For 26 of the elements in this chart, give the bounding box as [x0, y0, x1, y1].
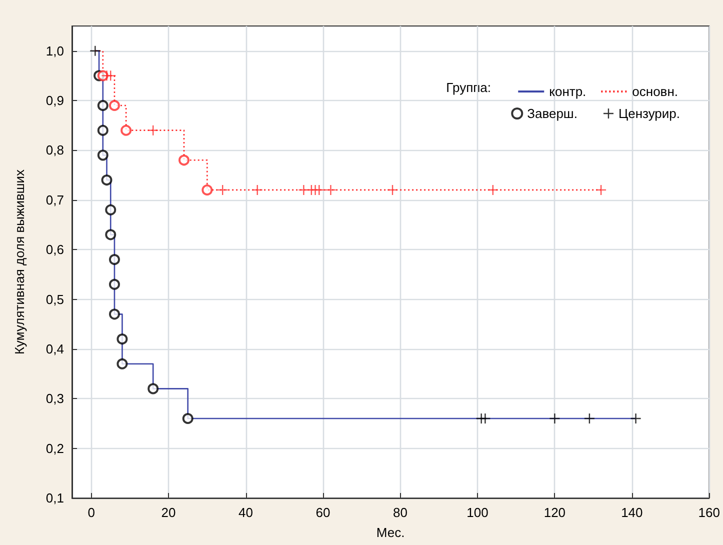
y-tick-label: 0,1 — [46, 490, 64, 506]
y-tick-label: 1,0 — [46, 43, 64, 58]
y-tick-label: 0,4 — [46, 341, 64, 356]
y-tick-label: 0,5 — [46, 292, 64, 307]
y-axis-title: Кумулятивная доля выживших — [12, 168, 27, 355]
y-tick-label: 0,2 — [46, 440, 64, 456]
x-tick-label: 60 — [316, 505, 330, 520]
y-tick-label: 0,6 — [46, 242, 64, 258]
x-tick-label: 0 — [88, 505, 95, 520]
legend-label: Заверш. — [527, 106, 578, 121]
x-axis-title: Мес. — [376, 525, 405, 540]
legend-label: контр. — [549, 84, 586, 99]
x-tick-label: 160 — [698, 505, 720, 520]
x-tick-label: 40 — [238, 505, 254, 520]
legend-label: основн. — [632, 84, 678, 99]
legend-label: Цензурир. — [618, 106, 680, 121]
y-tick-label: 0,7 — [46, 192, 64, 208]
y-tick-label: 0,8 — [46, 142, 64, 158]
x-tick-label: 120 — [544, 505, 566, 520]
y-tick-label: 0,9 — [46, 93, 64, 108]
legend-title: Группа: — [446, 80, 492, 95]
x-tick-label: 140 — [621, 505, 643, 520]
x-tick-label: 80 — [392, 505, 408, 520]
x-tick-label: 100 — [466, 505, 488, 520]
x-tick-label: 20 — [161, 505, 176, 520]
y-tick-label: 0,3 — [46, 391, 64, 406]
